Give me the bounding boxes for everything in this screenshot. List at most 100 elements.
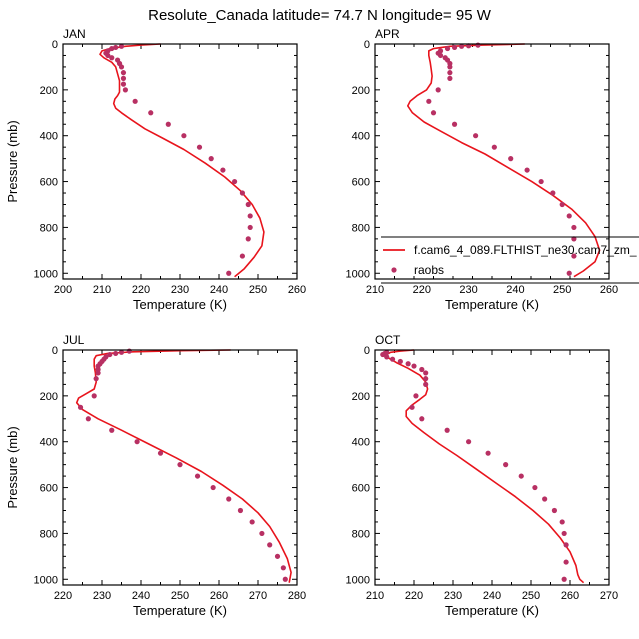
- raobs-point: [518, 473, 524, 479]
- raobs-point: [208, 156, 214, 162]
- raobs-point: [542, 496, 548, 502]
- raobs-point: [451, 121, 458, 127]
- raobs-point: [93, 376, 99, 382]
- x-tick-label: 210: [93, 284, 111, 296]
- x-axis-label: Temperature (K): [445, 297, 539, 312]
- x-tick-label: 220: [413, 284, 431, 296]
- panel-apr: 210 220 230 240 250 260 0 200 400 600 800 1000 APR Te…: [346, 27, 639, 312]
- raobs-point: [126, 348, 132, 354]
- y-tick-label: 800: [40, 222, 58, 234]
- raobs-point: [109, 45, 115, 52]
- x-tick-label: 250: [249, 284, 267, 296]
- raobs-point: [389, 356, 396, 362]
- x-tick-label: 260: [288, 284, 306, 296]
- raobs-point: [447, 75, 453, 81]
- raobs-point: [559, 519, 565, 525]
- panel-oct: 210 220 230 240 250 260 270 0 200 400 600 800 1000 OC…: [346, 333, 619, 618]
- raobs-point: [77, 404, 84, 410]
- x-axis-label: Temperature (K): [445, 603, 539, 618]
- y-tick-label: 400: [40, 131, 58, 143]
- x-tick-label: 230: [444, 590, 462, 602]
- raobs-point: [259, 530, 265, 537]
- model-temperature-line: [385, 349, 585, 584]
- raobs-point: [430, 110, 437, 116]
- x-tick-label: 260: [210, 590, 228, 602]
- x-tick-label: 230: [459, 284, 477, 296]
- y-axis-label: Pressure (mb): [5, 426, 20, 508]
- x-tick-label: 220: [405, 590, 423, 602]
- panel-title: JUL: [63, 333, 85, 347]
- x-tick-label: 240: [483, 590, 501, 602]
- raobs-point: [134, 439, 140, 445]
- x-tick-label: 220: [54, 590, 72, 602]
- plot-frame: [62, 349, 298, 586]
- raobs-point: [550, 190, 556, 196]
- y-tick-label: 400: [40, 437, 58, 449]
- y-tick-label: 200: [40, 391, 58, 403]
- panel-title: JAN: [63, 27, 86, 41]
- plot-frame: [374, 349, 610, 586]
- raobs-point: [444, 45, 451, 52]
- raobs-point: [380, 351, 386, 358]
- raobs-point: [466, 439, 472, 445]
- y-tick-label: 1000: [346, 574, 370, 586]
- x-tick-label: 240: [210, 284, 228, 296]
- raobs-point: [237, 507, 244, 514]
- y-tick-label: 0: [52, 345, 58, 357]
- raobs-point: [423, 376, 429, 382]
- raobs-point: [447, 70, 453, 76]
- raobs-point: [532, 484, 538, 491]
- x-tick-label: 210: [366, 590, 384, 602]
- raobs-point: [475, 42, 481, 48]
- model-temperature-line: [99, 43, 265, 278]
- x-tick-label: 270: [249, 590, 267, 602]
- raobs-point: [120, 75, 127, 81]
- x-tick-label: 230: [171, 284, 189, 296]
- y-tick-label: 200: [352, 85, 370, 97]
- legend: f.cam6_4_089.FLTHIST_ne30.cam7_zm_raobs: [381, 236, 639, 284]
- raobs-point: [384, 354, 390, 360]
- raobs-point: [426, 98, 432, 104]
- x-axis-label: Temperature (K): [133, 603, 227, 618]
- y-tick-label: 800: [40, 528, 58, 540]
- y-tick-label: 800: [352, 528, 370, 540]
- x-tick-label: 250: [171, 590, 189, 602]
- raobs-point: [109, 55, 115, 61]
- raobs-point: [247, 213, 253, 219]
- raobs-point: [563, 542, 569, 548]
- x-tick-label: 210: [366, 284, 384, 296]
- raobs-point: [267, 542, 273, 548]
- y-tick-label: 1000: [34, 268, 58, 280]
- legend-raobs-label: raobs: [414, 263, 444, 277]
- raobs-point: [411, 363, 417, 369]
- y-tick-label: 1000: [34, 574, 58, 586]
- raobs-point: [105, 52, 111, 59]
- panel-title: APR: [375, 27, 400, 41]
- legend-raobs-swatch: [391, 267, 397, 273]
- raobs-point: [409, 404, 415, 410]
- raobs-point: [571, 236, 577, 242]
- x-tick-label: 220: [132, 284, 150, 296]
- raobs-point: [118, 64, 125, 70]
- y-tick-label: 0: [52, 39, 58, 51]
- raobs-point: [226, 496, 232, 502]
- raobs-point: [232, 178, 238, 185]
- raobs-point: [91, 393, 97, 399]
- x-tick-label: 260: [600, 284, 618, 296]
- raobs-point: [122, 87, 128, 93]
- y-axis-label: Pressure (mb): [5, 120, 20, 202]
- raobs-point: [419, 366, 425, 373]
- panel-jan: 200 210 220 230 240 250 260 0 200 400 600 800 1000 JA…: [5, 27, 306, 312]
- raobs-point: [239, 190, 245, 196]
- raobs-point: [245, 201, 251, 208]
- figure-title: Resolute_Canada latitude= 74.7 N longitu…: [148, 7, 492, 24]
- raobs-point: [423, 370, 429, 376]
- panel-title: OCT: [375, 333, 401, 347]
- raobs-point: [109, 427, 115, 433]
- raobs-point: [508, 156, 514, 162]
- raobs-point: [210, 484, 216, 491]
- raobs-point: [451, 44, 458, 51]
- raobs-point: [196, 144, 203, 150]
- y-tick-label: 0: [364, 345, 370, 357]
